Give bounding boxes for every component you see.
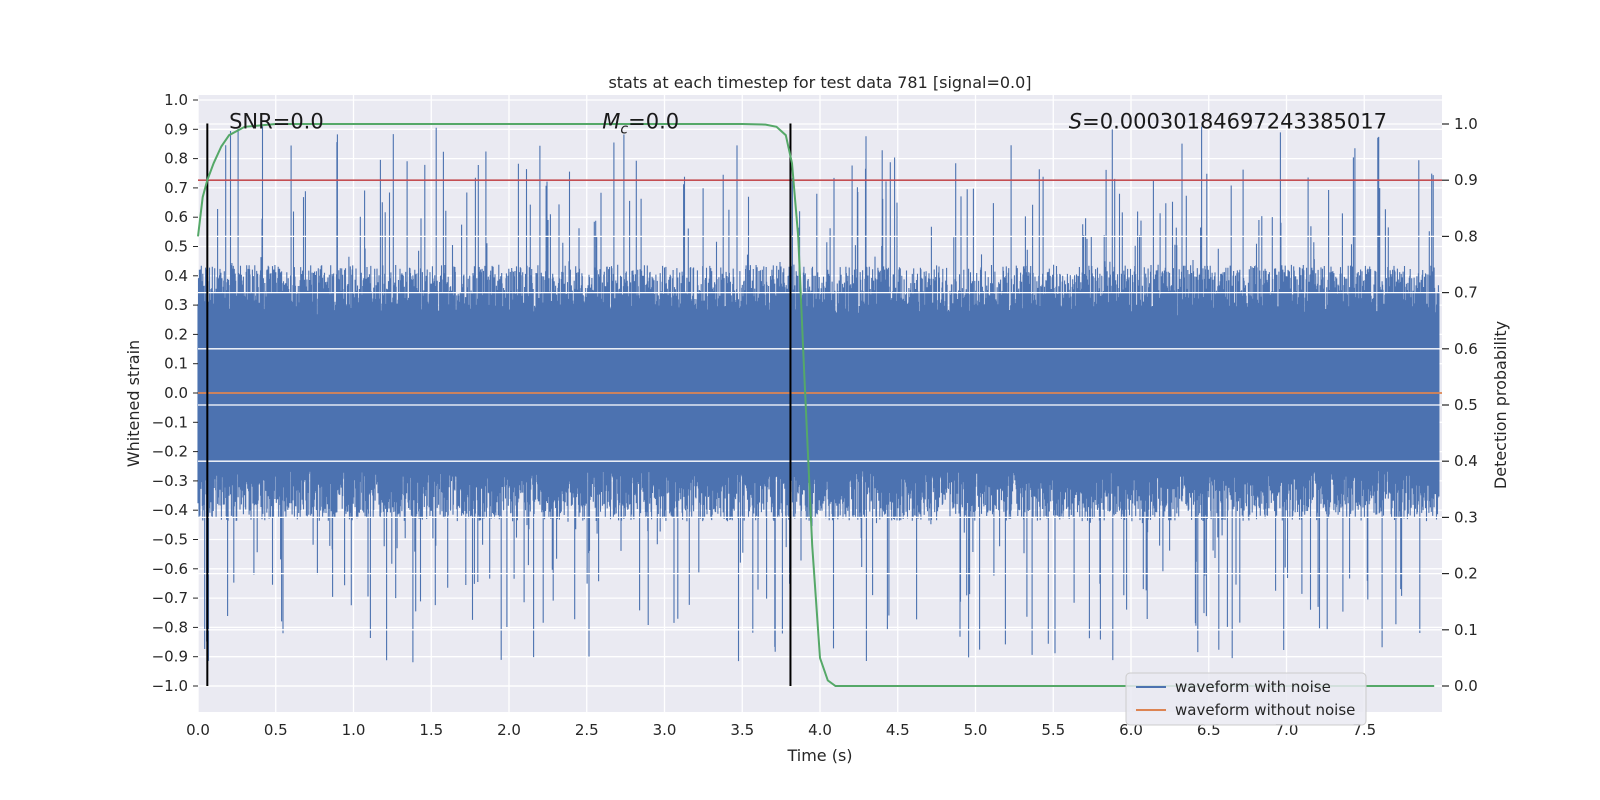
x-tick-label: 2.5 <box>575 721 599 739</box>
y2-tick-label: 0.9 <box>1454 171 1478 189</box>
y2-tick-label: 0.1 <box>1454 621 1478 639</box>
legend-entry: waveform without noise <box>1175 701 1355 719</box>
x-tick-label: 1.0 <box>342 721 366 739</box>
y-tick-label: 0.1 <box>164 355 188 373</box>
x-tick-label: 3.5 <box>730 721 754 739</box>
series-detection-probability <box>197 123 1435 687</box>
y2-tick-label: 0.5 <box>1454 396 1478 414</box>
y-tick-label: 0.9 <box>164 120 188 138</box>
x-tick-label: 0.5 <box>264 721 288 739</box>
y-tick-label: −0.2 <box>152 443 188 461</box>
legend-box <box>1125 672 1367 726</box>
y-tick-label: −0.9 <box>152 648 188 666</box>
y-tick-label: 0.3 <box>164 296 188 314</box>
y2-tick-label: 0.4 <box>1454 452 1478 470</box>
y-tick-label: 0.2 <box>164 325 188 343</box>
y-tick-label: −0.3 <box>152 472 188 490</box>
x-axis-label: Time (s) <box>786 746 852 765</box>
x-tick-label: 5.0 <box>964 721 988 739</box>
annotation: Mc=0.0 <box>602 109 679 137</box>
data-layer <box>197 123 1442 687</box>
y-tick-label: −0.5 <box>152 531 188 549</box>
y-tick-label: −0.1 <box>152 413 188 431</box>
y2-tick-label: 0.0 <box>1454 677 1478 695</box>
annotations: SNR=0.0 Mc=0.0 S=0.00030184697243385017 <box>229 109 1387 137</box>
y2-tick-label: 0.7 <box>1454 284 1478 302</box>
y-tick-label: −0.6 <box>152 560 188 578</box>
x-tick-label: 1.5 <box>419 721 443 739</box>
x-tick-label: 4.5 <box>886 721 910 739</box>
annotation: SNR=0.0 <box>229 109 324 133</box>
y2-tick-label: 1.0 <box>1454 115 1478 133</box>
y2-tick-label: 0.6 <box>1454 340 1478 358</box>
y-tick-label: 0.6 <box>164 208 188 226</box>
x-tick-label: 4.0 <box>808 721 832 739</box>
y-tick-label: −1.0 <box>152 677 188 695</box>
x-tick-label: 5.5 <box>1041 721 1065 739</box>
x-tick-label: 0.0 <box>186 721 210 739</box>
y2-tick-label: 0.2 <box>1454 565 1478 583</box>
x-tick-label: 3.0 <box>653 721 677 739</box>
axes: 0.0 0.5 1.0 1.5 2.0 2.5 3.0 3.5 4.0 4.5 5.0 5.5 6.0 6… <box>152 91 1478 739</box>
y2-axis-label: Detection probability <box>1491 321 1510 489</box>
x-tick-label: 2.0 <box>497 721 521 739</box>
y2-tick-label: 0.3 <box>1454 508 1478 526</box>
legend-entry: waveform with noise <box>1175 678 1331 696</box>
y-tick-label: 0.0 <box>164 384 188 402</box>
y-tick-label: −0.8 <box>152 618 188 636</box>
legend: waveform with noise waveform without nois… <box>1125 672 1367 726</box>
y-tick-label: −0.4 <box>152 501 188 519</box>
chart-title: stats at each timestep for test data 781… <box>608 73 1031 92</box>
y-tick-label: 0.7 <box>164 179 188 197</box>
y2-tick-label: 0.8 <box>1454 227 1478 245</box>
y-tick-label: 1.0 <box>164 91 188 109</box>
y-axis-label: Whitened strain <box>124 340 143 467</box>
y-tick-label: 0.4 <box>164 267 188 285</box>
y-tick-label: −0.7 <box>152 589 188 607</box>
y-tick-label: 0.8 <box>164 150 188 168</box>
annotation: S=0.00030184697243385017 <box>1069 109 1387 133</box>
y-tick-label: 0.5 <box>164 238 188 256</box>
